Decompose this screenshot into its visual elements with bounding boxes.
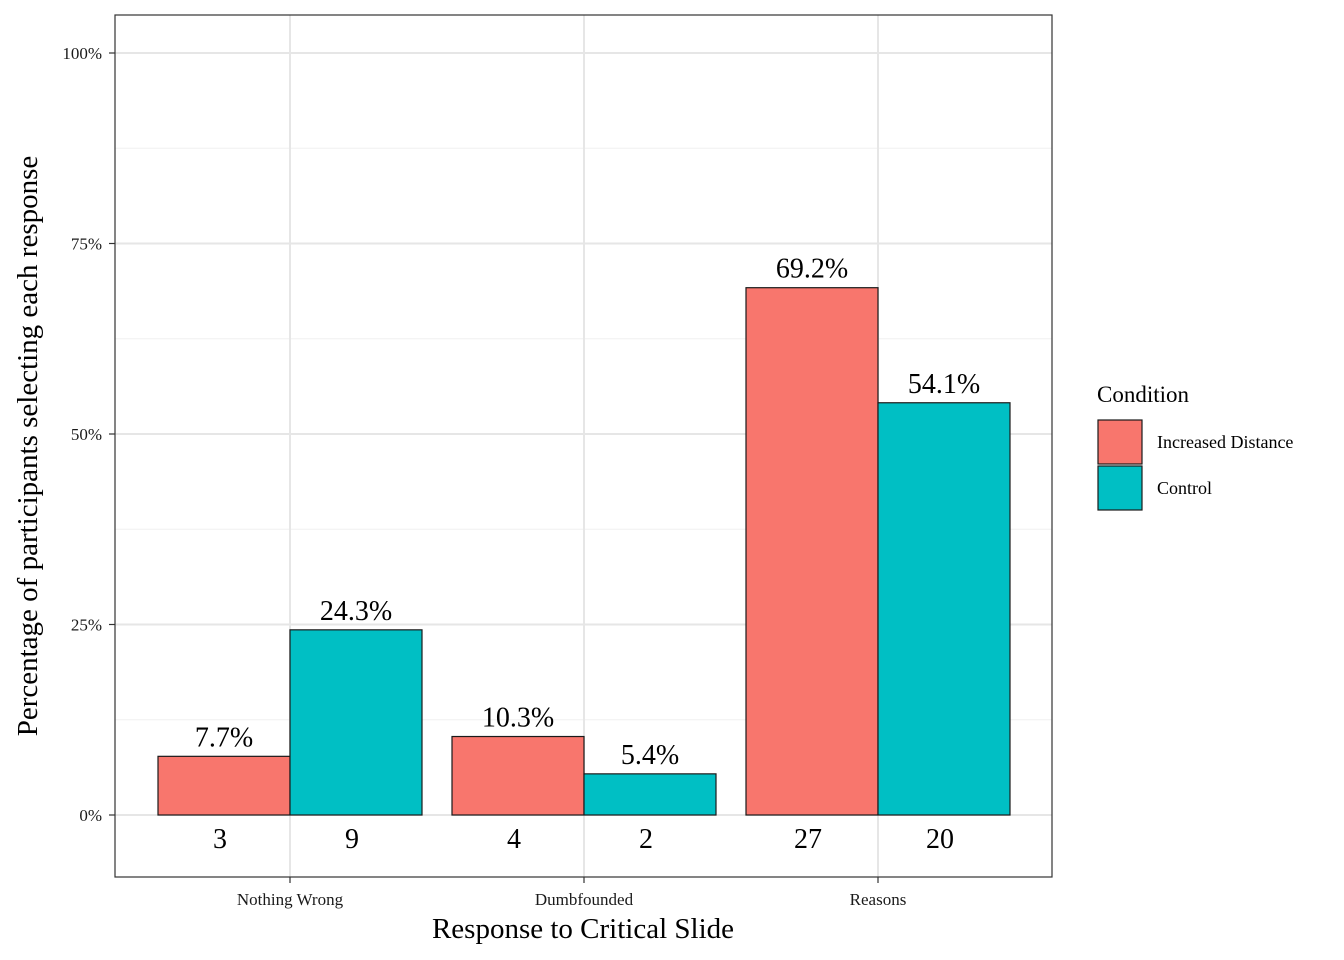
legend-key — [1097, 419, 1143, 465]
bar-value-label: 5.4% — [621, 740, 679, 771]
legend-key — [1097, 465, 1143, 511]
legend-label: Control — [1157, 478, 1212, 498]
bar-increased-distance-dumbfounded — [451, 735, 585, 816]
y-tick-label: 100% — [62, 44, 102, 63]
bar-increased-distance-reasons — [745, 287, 879, 816]
legend-label: Increased Distance — [1157, 432, 1293, 452]
y-tick-label: 0% — [79, 806, 102, 825]
bar-control-dumbfounded — [583, 773, 717, 816]
bar-value-label: 69.2% — [776, 254, 848, 285]
bar-value-label: 7.7% — [195, 722, 253, 753]
bar-value-label: 10.3% — [482, 703, 554, 734]
x-tick-label: Nothing Wrong — [237, 890, 344, 909]
legend: Condition Increased Distance Control — [1097, 382, 1293, 511]
y-axis: 0% 25% 50% 75% 100% — [62, 44, 115, 825]
y-tick-label: 25% — [71, 616, 102, 635]
bar-count-label: 2 — [639, 824, 653, 855]
x-axis: Nothing Wrong Dumbfounded Reasons — [237, 877, 906, 909]
bar-value-label: 54.1% — [908, 369, 980, 400]
bar-count-label: 3 — [213, 824, 227, 855]
y-tick-label: 75% — [71, 235, 102, 254]
x-tick-label: Dumbfounded — [535, 890, 634, 909]
x-axis-title: Response to Critical Slide — [432, 913, 734, 945]
bar-control-nothing-wrong — [289, 629, 423, 816]
bar-value-label: 24.3% — [320, 596, 392, 627]
bar-count-label: 4 — [507, 824, 521, 855]
bar-control-reasons — [877, 402, 1011, 816]
legend-title: Condition — [1097, 382, 1190, 407]
bar-count-label: 27 — [794, 824, 822, 855]
x-tick-label: Reasons — [850, 890, 907, 909]
y-axis-title: Percentage of participants selecting eac… — [12, 156, 44, 737]
bar-count-label: 20 — [926, 824, 954, 855]
bar-increased-distance-nothing-wrong — [157, 755, 291, 816]
y-tick-label: 50% — [71, 425, 102, 444]
bar-count-label: 9 — [345, 824, 359, 855]
bars: 7.7% 3 10.3% 4 69.2% 27 24.3% 9 5.4% 2 54.1% 20 — [157, 254, 1011, 855]
